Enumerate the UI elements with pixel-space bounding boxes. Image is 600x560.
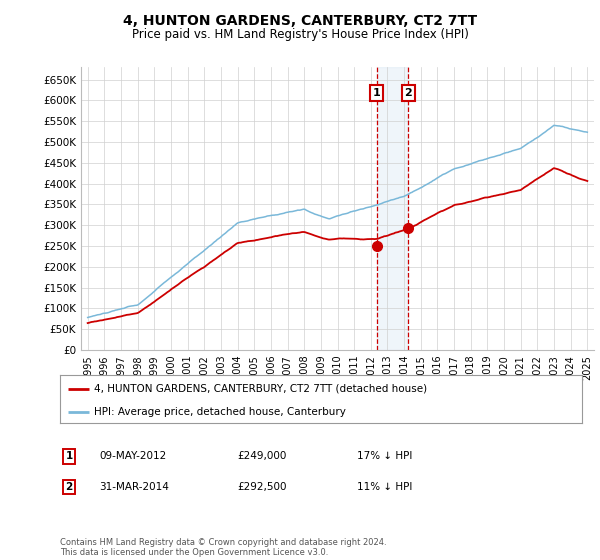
Text: 17% ↓ HPI: 17% ↓ HPI (357, 451, 412, 461)
Text: Contains HM Land Registry data © Crown copyright and database right 2024.
This d: Contains HM Land Registry data © Crown c… (60, 538, 386, 557)
Text: 2: 2 (65, 482, 73, 492)
Text: 1: 1 (373, 88, 380, 98)
Text: 09-MAY-2012: 09-MAY-2012 (99, 451, 166, 461)
Text: 4, HUNTON GARDENS, CANTERBURY, CT2 7TT (detached house): 4, HUNTON GARDENS, CANTERBURY, CT2 7TT (… (94, 384, 427, 394)
Text: HPI: Average price, detached house, Canterbury: HPI: Average price, detached house, Cant… (94, 407, 346, 417)
Text: 11% ↓ HPI: 11% ↓ HPI (357, 482, 412, 492)
Text: 1: 1 (65, 451, 73, 461)
Text: Price paid vs. HM Land Registry's House Price Index (HPI): Price paid vs. HM Land Registry's House … (131, 28, 469, 41)
Text: £292,500: £292,500 (237, 482, 287, 492)
Text: £249,000: £249,000 (237, 451, 286, 461)
Text: 2: 2 (404, 88, 412, 98)
Bar (377, 67, 408, 350)
Text: 4, HUNTON GARDENS, CANTERBURY, CT2 7TT: 4, HUNTON GARDENS, CANTERBURY, CT2 7TT (123, 14, 477, 28)
Text: 31-MAR-2014: 31-MAR-2014 (99, 482, 169, 492)
